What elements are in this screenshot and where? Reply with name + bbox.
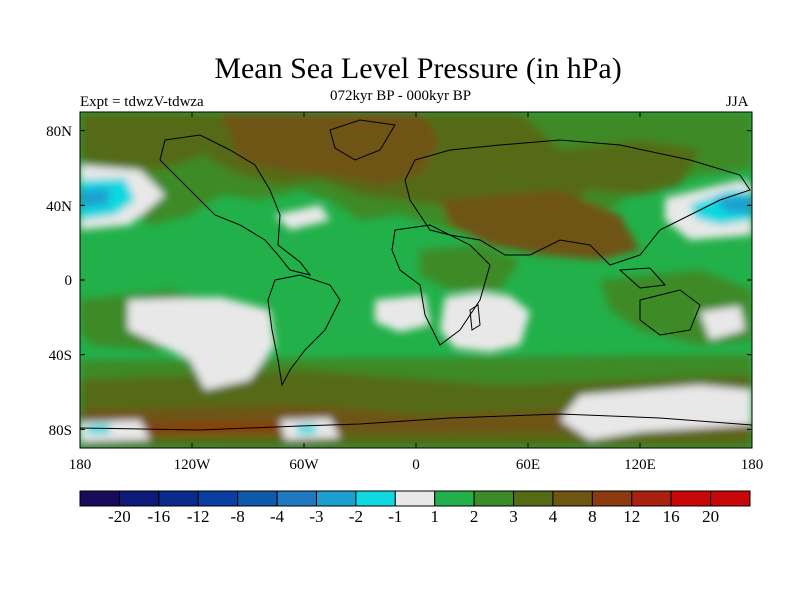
lon-label-0: 0 xyxy=(412,457,420,473)
lat-label-80n: 80N xyxy=(46,124,72,140)
colorbar-swatch xyxy=(394,490,436,507)
experiment-label: Expt = tdwzV-tdwza xyxy=(80,94,204,110)
colorbar-label: 12 xyxy=(623,507,641,526)
colorbar-label: -12 xyxy=(186,507,210,526)
colorbar-label: 3 xyxy=(509,507,518,526)
colorbar-swatch xyxy=(710,490,751,507)
colorbar-label: -8 xyxy=(230,507,245,526)
colorbar-swatch xyxy=(276,490,317,507)
colorbar-swatch xyxy=(434,490,475,507)
colorbar-swatch xyxy=(79,490,120,507)
colorbar-label: 2 xyxy=(469,507,479,526)
lon-label-60w: 60W xyxy=(289,457,319,473)
coastlines xyxy=(80,119,752,431)
lat-label-0: 0 xyxy=(64,273,73,289)
colorbar-swatch xyxy=(631,490,672,507)
colorbar-label: 8 xyxy=(588,507,597,526)
plot-title: Mean Sea Level Pressure (in hPa) xyxy=(214,52,622,85)
colorbar-swatch xyxy=(197,490,239,507)
colorbar-swatch xyxy=(591,490,633,507)
lat-label-40n: 40N xyxy=(46,199,72,215)
lon-label-180w: 180 xyxy=(68,457,92,473)
lon-label-60e: 60E xyxy=(515,457,541,473)
subtitle: 072kyr BP - 000kyr BP xyxy=(330,88,472,104)
axis-ticks xyxy=(79,112,753,448)
lon-label-120e: 120E xyxy=(624,457,656,473)
colorbar-swatch xyxy=(237,490,278,507)
lat-label-40s: 40S xyxy=(48,348,72,364)
lon-label-120w: 120W xyxy=(173,457,211,473)
lon-label-180e: 180 xyxy=(740,457,764,473)
colorbar-swatch xyxy=(355,490,396,507)
colorbar-swatch xyxy=(513,490,554,507)
colorbar-label: -2 xyxy=(348,507,363,526)
colorbar-label: 4 xyxy=(548,507,558,526)
colorbar-label: 1 xyxy=(430,507,439,526)
colorbar-swatch xyxy=(473,490,515,507)
colorbar-label: -1 xyxy=(388,507,403,526)
colorbar xyxy=(79,490,751,507)
season-label: JJA xyxy=(726,94,749,110)
colorbar-swatch xyxy=(670,490,712,507)
colorbar-label: -20 xyxy=(108,507,131,526)
colorbar-swatch xyxy=(315,490,357,507)
colorbar-swatch xyxy=(118,490,160,507)
colorbar-label: 16 xyxy=(662,507,680,526)
colorbar-swatch xyxy=(158,490,199,507)
colorbar-label: -3 xyxy=(309,507,324,526)
colorbar-swatch xyxy=(552,490,593,507)
colorbar-label: -16 xyxy=(147,507,171,526)
pressure-field xyxy=(80,112,752,448)
lat-label-80s: 80S xyxy=(48,423,72,439)
colorbar-label: -4 xyxy=(269,507,285,526)
colorbar-label: 20 xyxy=(702,507,720,526)
